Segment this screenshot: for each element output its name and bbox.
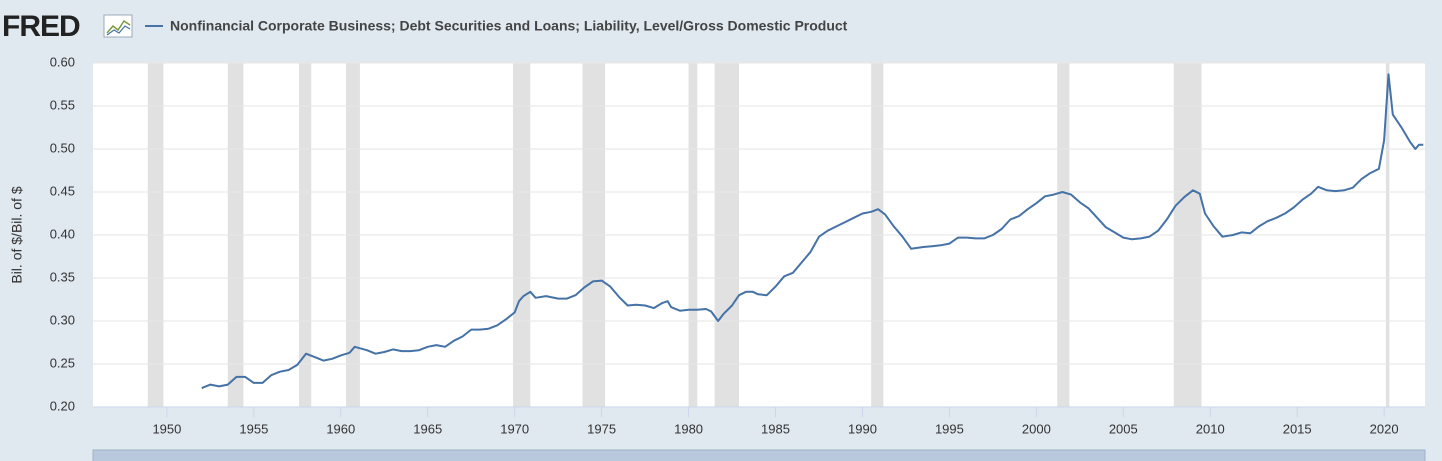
y-tick-label: 0.40 — [50, 226, 75, 241]
x-tick-label: 1955 — [239, 421, 268, 436]
y-tick-label: 0.50 — [50, 140, 75, 155]
x-tick-label: 1960 — [326, 421, 355, 436]
x-tick-label: 1995 — [935, 421, 964, 436]
logo: FRED — [2, 10, 80, 43]
y-tick-label: 0.30 — [50, 312, 75, 327]
x-tick-label: 1985 — [761, 421, 790, 436]
x-tick-label: 2005 — [1109, 421, 1138, 436]
x-tick-label: 1965 — [413, 421, 442, 436]
logo-icon — [103, 14, 133, 38]
x-tick-label: 2000 — [1022, 421, 1051, 436]
x-tick-label: 1970 — [500, 421, 529, 436]
x-tick-label: 1980 — [674, 421, 703, 436]
x-tick-label: 2020 — [1370, 421, 1399, 436]
legend-label: Nonfinancial Corporate Business; Debt Se… — [170, 18, 848, 34]
x-tick-label: 1950 — [152, 421, 181, 436]
y-tick-label: 0.60 — [50, 54, 75, 69]
x-tick-label: 2015 — [1283, 421, 1312, 436]
x-tick-label: 1990 — [848, 421, 877, 436]
y-axis-label: Bil. of $/Bil. of $ — [9, 186, 25, 283]
y-tick-label: 0.25 — [50, 355, 75, 370]
y-tick-label: 0.20 — [50, 398, 75, 413]
y-tick-label: 0.35 — [50, 269, 75, 284]
data-line — [201, 73, 1424, 390]
x-tick-label: 1975 — [587, 421, 616, 436]
range-slider[interactable] — [92, 449, 1426, 461]
y-tick-label: 0.45 — [50, 183, 75, 198]
x-tick-label: 2010 — [1196, 421, 1225, 436]
y-tick-label: 0.55 — [50, 97, 75, 112]
